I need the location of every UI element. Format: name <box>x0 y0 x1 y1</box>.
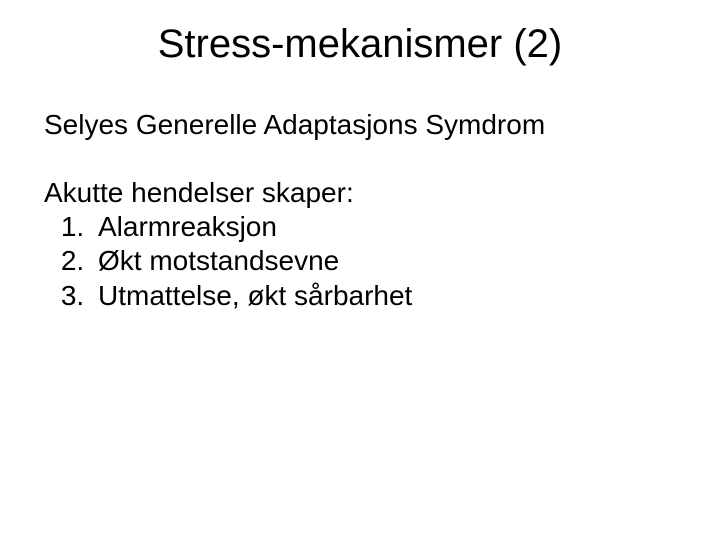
list-item: Utmattelse, økt sårbarhet <box>92 279 676 313</box>
slide-subtitle: Selyes Generelle Adaptasjons Symdrom <box>44 108 676 142</box>
slide: Stress-mekanismer (2) Selyes Generelle A… <box>0 0 720 540</box>
list-item: Økt motstandsevne <box>92 244 676 278</box>
slide-body: Selyes Generelle Adaptasjons Symdrom Aku… <box>44 108 676 313</box>
ordered-list: Alarmreaksjon Økt motstandsevne Utmattel… <box>44 210 676 312</box>
list-lead: Akutte hendelser skaper: <box>44 176 676 210</box>
slide-title: Stress-mekanismer (2) <box>0 22 720 67</box>
list-item: Alarmreaksjon <box>92 210 676 244</box>
